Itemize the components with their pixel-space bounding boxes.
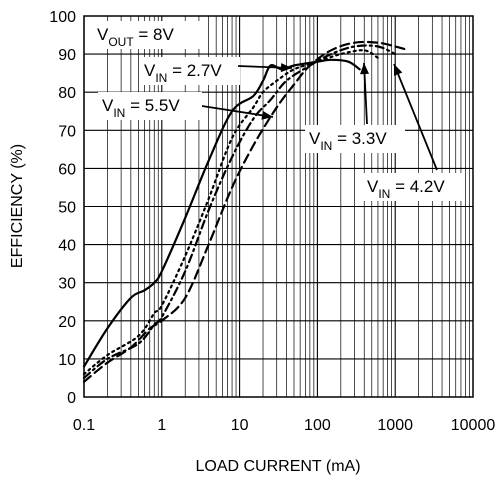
x-tick-label: 10: [231, 417, 249, 434]
y-tick-label: 20: [58, 314, 76, 331]
y-tick-label: 60: [58, 161, 76, 178]
y-tick-label: 90: [58, 47, 76, 64]
y-tick-label: 80: [58, 85, 76, 102]
x-tick-label: 1000: [377, 417, 413, 434]
vin-4-2-label-bg: [363, 173, 465, 201]
vout-label-bg: [93, 21, 201, 49]
vin-5-5-label-bg: [98, 92, 202, 120]
x-axis-title: LOAD CURRENT (mA): [195, 458, 360, 475]
y-tick-label: 30: [58, 276, 76, 293]
vin-3-3-label: VIN = 3.3V: [309, 129, 387, 153]
x-tick-label: 10000: [451, 417, 496, 434]
plot-frame: [83, 15, 474, 398]
y-tick-label: 100: [49, 9, 76, 26]
y-tick-label: 50: [58, 200, 76, 217]
x-tick-label: 1: [157, 417, 166, 434]
series-line-3: [82, 44, 397, 379]
vin-5-5-label: VIN = 5.5V: [102, 96, 180, 120]
series-curves: [82, 40, 410, 383]
vin-2-7-label-bg: [140, 57, 240, 85]
series-line-2: [82, 49, 379, 376]
vout-label: VOUT = 8V: [97, 25, 175, 49]
tick-labels: 0.1 1 10 100 1000 10000 0 10 20 30 40 50 60 70 80 90 100: [49, 9, 495, 434]
vin-2-7-label: VIN = 2.7V: [144, 61, 222, 85]
vin-5-5-arrow-head: [261, 110, 273, 120]
x-tick-label: 100: [304, 417, 331, 434]
vin-3-3-label-bg: [305, 125, 405, 153]
vin-2-7-arrow-head: [280, 63, 292, 73]
y-axis-title: EFFICIENCY (%): [9, 144, 26, 268]
y-tick-label: 40: [58, 238, 76, 255]
vin-4-2-arrow-head: [393, 64, 403, 76]
x-tick-label: 0.1: [73, 417, 95, 434]
vin-3-3-arrow-head: [360, 63, 370, 75]
y-tick-label: 10: [58, 352, 76, 369]
vin-4-2-label: VIN = 4.2V: [367, 177, 445, 201]
vin-4-2-arrow: [393, 63, 438, 171]
series-line-4: [82, 40, 410, 383]
vin-5-5-arrow: [201, 105, 274, 118]
annotations: VOUT = 8V VIN = 2.7V VIN = 5.5V VIN = 3.3V V…: [93, 21, 465, 201]
y-tick-label: 70: [58, 123, 76, 140]
y-tick-label: 0: [67, 390, 76, 407]
